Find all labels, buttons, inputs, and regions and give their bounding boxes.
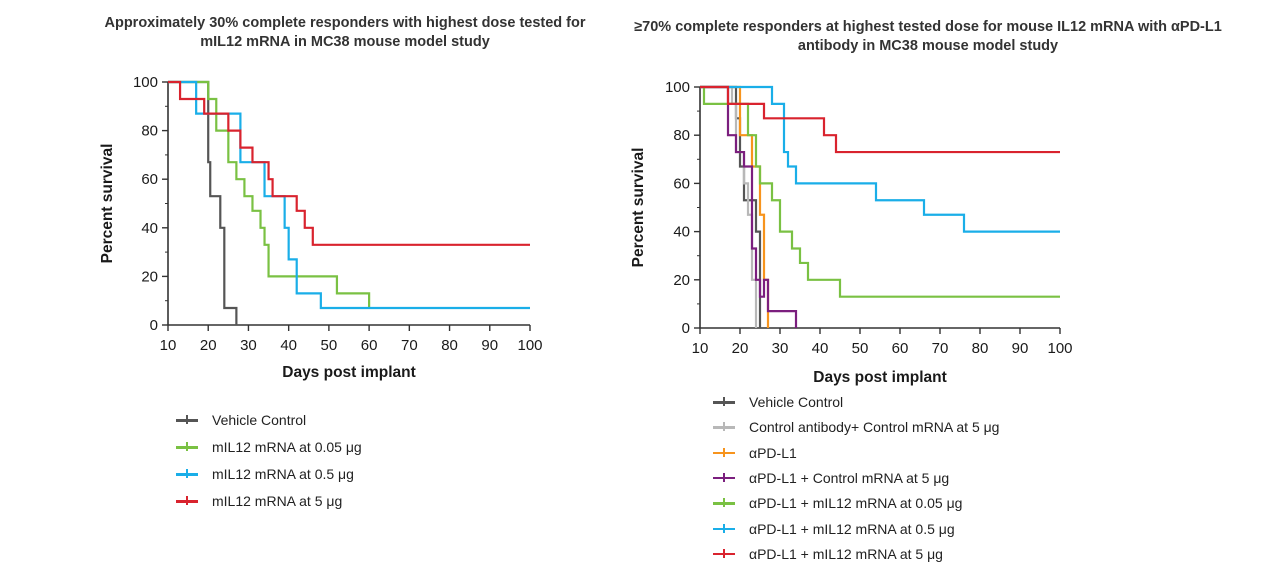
legend-label: αPD-L1 bbox=[749, 444, 797, 461]
x-tick-label: 10 bbox=[160, 337, 177, 354]
y-tick-label: 100 bbox=[665, 79, 690, 96]
legend-label: Vehicle Control bbox=[212, 412, 307, 428]
legend-tick bbox=[723, 422, 725, 432]
x-tick-label: 90 bbox=[1012, 340, 1029, 357]
legend-tick bbox=[186, 496, 188, 505]
legend-tick bbox=[186, 442, 188, 451]
y-tick-label: 40 bbox=[673, 224, 690, 241]
left-chart-svg: 0 20 40 60 80 100 10 20 30 40 50 60 70 80 90 100 Days po… bbox=[99, 74, 543, 381]
x-tick-label: 10 bbox=[692, 340, 709, 357]
x-tick-label: 40 bbox=[812, 340, 829, 357]
legend-tick bbox=[723, 472, 725, 482]
series-line-0 bbox=[168, 80, 238, 325]
y-tick-label: 20 bbox=[673, 272, 690, 289]
series-line-3 bbox=[700, 85, 798, 328]
legend-label: Vehicle Control bbox=[749, 394, 844, 410]
x-tick-label: 50 bbox=[852, 340, 869, 357]
right-chart-svg: 0 20 40 60 80 100 10 20 30 40 50 60 70 80 90 100 Days po… bbox=[630, 79, 1073, 386]
y-tick-label: 80 bbox=[141, 123, 158, 140]
legend-label: mIL12 mRNA at 0.5 μg bbox=[212, 466, 354, 482]
x-tick-label: 20 bbox=[732, 340, 749, 357]
left-chart-title: Approximately 30% complete responders wi… bbox=[104, 15, 586, 50]
x-tick-label: 30 bbox=[240, 337, 257, 354]
x-tick-label: 80 bbox=[972, 340, 989, 357]
legend-tick bbox=[186, 469, 188, 478]
x-tick-label: 70 bbox=[932, 340, 949, 357]
x-tick-label: 90 bbox=[481, 337, 498, 354]
x-tick-label: 100 bbox=[1047, 340, 1072, 357]
x-tick-label: 50 bbox=[321, 337, 338, 354]
y-tick-label: 40 bbox=[141, 220, 158, 237]
legend-label: αPD-L1 + mIL12 mRNA at 0.05 μg bbox=[749, 495, 963, 512]
legend-label: αPD-L1 + Control mRNA at 5 μg bbox=[749, 469, 950, 486]
x-tick-label: 30 bbox=[772, 340, 789, 357]
y-axis-label: Percent survival bbox=[99, 144, 116, 264]
legend-tick bbox=[723, 447, 725, 457]
legend-label: αPD-L1 + mIL12 mRNA at 5 μg bbox=[749, 545, 943, 562]
x-tick-label: 80 bbox=[441, 337, 458, 354]
legend-tick bbox=[186, 415, 188, 424]
series-line-6 bbox=[700, 85, 1060, 154]
x-tick-label: 60 bbox=[892, 340, 909, 357]
legend-tick bbox=[723, 397, 725, 406]
y-axis-label: Percent survival bbox=[630, 148, 647, 268]
legend-tick bbox=[723, 523, 725, 533]
legend-label: mIL12 mRNA at 0.05 μg bbox=[212, 439, 362, 455]
legend-label: αPD-L1 + mIL12 mRNA at 0.5 μg bbox=[749, 520, 955, 537]
series-line-3 bbox=[168, 80, 530, 246]
x-tick-label: 40 bbox=[280, 337, 297, 354]
x-tick-label: 70 bbox=[401, 337, 418, 354]
x-axis-label: Days post implant bbox=[282, 364, 416, 381]
series-line-4 bbox=[700, 85, 1060, 298]
series-line-1 bbox=[168, 80, 371, 308]
legend-label: Control antibody+ Control mRNA at 5 μg bbox=[749, 419, 1000, 436]
y-tick-label: 0 bbox=[150, 317, 158, 334]
series-line-5 bbox=[700, 85, 1060, 233]
legend-label: mIL12 mRNA at 5 μg bbox=[212, 493, 343, 509]
right-chart-title: ≥70% complete responders at highest test… bbox=[634, 19, 1222, 54]
left-chart-legend: Vehicle Control mIL12 mRNA at 0.05 μg mIL1… bbox=[176, 410, 516, 520]
legend-tick bbox=[723, 548, 725, 558]
right-chart-legend: Vehicle Control Control antibody+ Control… bbox=[713, 392, 1113, 572]
x-tick-label: 60 bbox=[361, 337, 378, 354]
y-tick-label: 20 bbox=[141, 268, 158, 285]
legend-tick bbox=[723, 498, 725, 508]
y-tick-label: 80 bbox=[673, 127, 690, 144]
x-axis-label: Days post implant bbox=[813, 369, 947, 386]
y-tick-label: 100 bbox=[133, 74, 158, 91]
x-tick-label: 100 bbox=[517, 337, 542, 354]
x-tick-label: 20 bbox=[200, 337, 217, 354]
y-tick-label: 0 bbox=[682, 320, 690, 337]
series-line-2 bbox=[700, 85, 770, 328]
y-tick-label: 60 bbox=[673, 175, 690, 192]
y-tick-label: 60 bbox=[141, 171, 158, 188]
